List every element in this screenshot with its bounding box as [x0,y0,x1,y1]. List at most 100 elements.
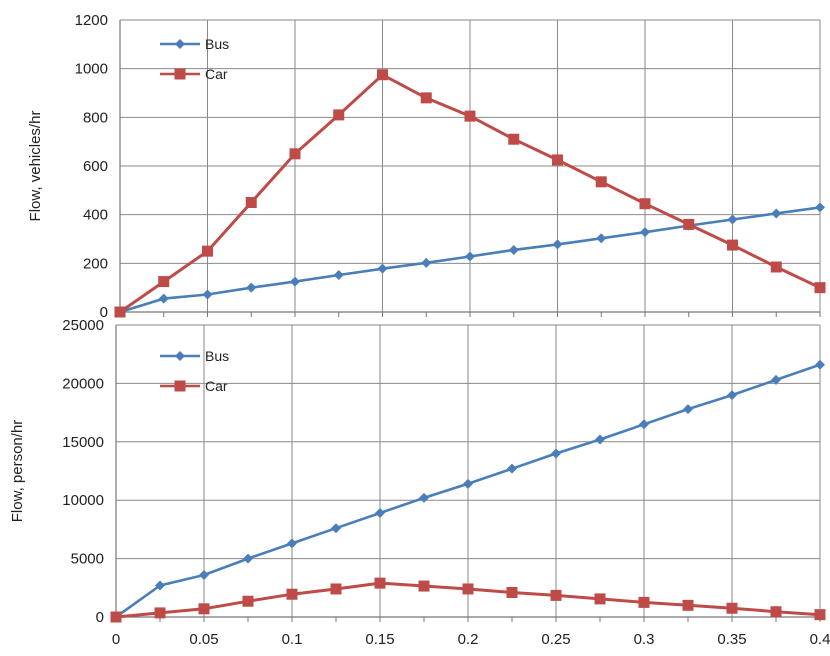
data-point-car [594,593,606,605]
data-point-car [462,583,474,595]
data-point-car [770,606,782,618]
y-tick-label: 20000 [62,375,104,392]
data-point-bus [683,404,693,415]
y-tick-label: 15000 [62,434,104,451]
data-point-bus [639,419,649,430]
data-point-car [202,245,213,257]
data-point-car [374,577,386,589]
data-point-car [726,602,738,614]
data-point-bus [465,251,475,262]
y-tick-label: 400 [83,207,108,224]
data-point-car [198,603,210,615]
y-tick-label: 1000 [75,61,108,78]
data-point-bus [771,208,782,219]
data-point-car [682,599,694,611]
data-point-car [550,589,562,601]
y-axis-title: Flow, person/hr [9,420,26,523]
data-point-car [289,148,301,160]
legend-label-car: Car [205,66,228,82]
y-tick-label: 25000 [62,317,104,334]
data-point-bus [508,244,519,255]
data-point-bus [596,233,607,244]
x-tick-label: 0.25 [541,631,570,648]
data-point-bus [463,478,473,489]
data-point-car [154,607,166,619]
y-tick-label: 5000 [71,551,104,568]
legend-marker-car [174,380,186,392]
x-tick-label: 0.05 [189,631,218,648]
data-point-bus [815,359,825,370]
data-point-bus [333,270,344,281]
data-point-car [727,239,738,251]
data-point-car [242,595,254,607]
data-point-car [333,109,345,121]
data-point-bus [421,257,432,268]
data-point-car [770,261,782,273]
data-point-car [110,611,122,623]
x-tick-label: 0.4 [810,631,830,648]
data-point-bus [243,553,253,564]
x-tick-label: 0.35 [717,631,746,648]
x-tick-label: 0 [112,631,120,648]
data-point-bus [727,390,737,401]
data-point-bus [202,289,213,300]
data-point-bus [419,492,429,503]
data-point-car [158,276,170,288]
y-tick-label: 600 [83,158,108,175]
data-point-car [330,583,342,595]
data-point-car [814,282,826,294]
y-tick-label: 800 [83,109,108,126]
data-point-bus [155,580,165,591]
data-point-bus [287,538,297,549]
data-point-car [377,69,388,81]
x-tick-label: 0.3 [634,631,655,648]
data-point-car [506,586,518,598]
legend-label-car: Car [205,378,228,394]
data-point-bus [595,434,605,445]
data-point-car [595,176,607,188]
x-tick-label: 0.15 [365,631,394,648]
x-tick-label: 0.1 [282,631,303,648]
y-tick-label: 1200 [75,12,108,29]
data-point-bus [377,263,388,274]
data-point-car [814,609,826,621]
data-point-bus [551,448,561,459]
data-point-bus [771,374,781,385]
legend-label-bus: Bus [205,348,229,364]
data-point-bus [727,214,738,225]
legend-marker-bus [175,39,185,49]
data-point-bus [815,202,825,213]
legend-marker-bus [175,351,185,361]
y-tick-label: 0 [96,609,104,626]
y-tick-label: 200 [83,255,108,272]
data-point-bus [331,523,341,534]
data-point-bus [552,239,563,250]
data-point-car [464,110,476,122]
data-point-bus [375,508,385,519]
data-point-car [508,133,520,145]
data-point-bus [507,463,517,474]
y-tick-label: 0 [100,304,108,321]
data-point-bus [199,569,209,580]
data-point-car [639,198,651,210]
chart-panel-2: 0 5000 10000 15000 20000 25000 0 0.05 0.1 0.15 0.2… [9,317,830,648]
chart-panel-1: 0 200 400 600 800 1000 1200 Flow, vehicles/hr Bu… [27,12,826,321]
data-point-bus [158,293,169,304]
y-tick-label: 10000 [62,492,104,509]
data-point-car [552,154,563,166]
data-point-bus [246,282,257,293]
data-point-car [286,588,298,600]
legend-marker-car [174,68,186,80]
data-point-car [245,197,257,208]
x-tick-label: 0.2 [458,631,479,648]
data-point-car [418,580,430,592]
data-point-car [420,92,432,104]
data-point-car [114,306,126,318]
data-point-car [638,596,650,608]
y-axis-title: Flow, vehicles/hr [27,111,44,222]
data-point-car [683,218,695,230]
data-point-bus [640,227,650,238]
data-point-bus [290,276,300,287]
